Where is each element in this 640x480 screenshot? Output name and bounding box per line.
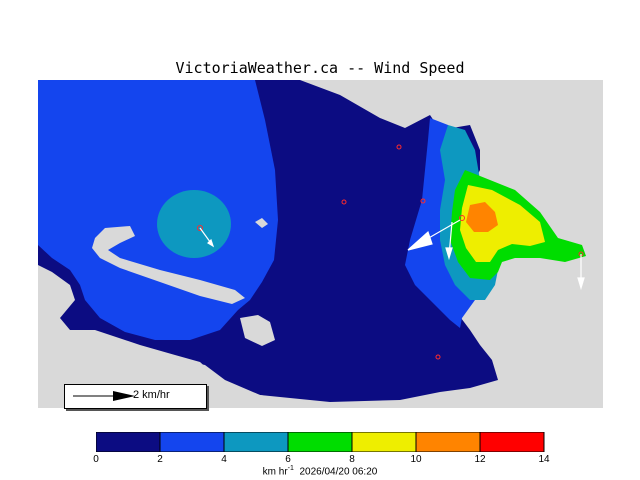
colorbar-segment	[96, 432, 161, 452]
wind-zone-2-4-west	[38, 80, 278, 340]
colorbar	[96, 432, 545, 452]
colorbar-tick: 10	[410, 454, 422, 465]
colorbar-segment	[415, 432, 481, 452]
land-south-point	[240, 315, 275, 346]
colorbar-tick: 14	[538, 454, 550, 465]
units-text: km hr	[262, 466, 288, 478]
colorbar-tick: 12	[474, 454, 486, 465]
timestamp: 2026/04/20 06:20	[299, 466, 378, 478]
colorbar-segment	[351, 432, 417, 452]
wind-vector-head	[577, 277, 585, 291]
wind-vectors	[199, 219, 585, 291]
station-marker	[459, 215, 465, 221]
reference-arrow-icon	[73, 391, 135, 401]
units-exponent: -1	[287, 465, 294, 472]
colorbar-tick: 4	[221, 454, 227, 465]
station-marker	[197, 225, 203, 231]
land-spit	[92, 226, 245, 304]
wind-reference-legend: 2 km/hr	[64, 384, 207, 409]
station-marker	[420, 198, 426, 204]
reference-label: 2 km/hr	[133, 389, 170, 401]
colorbar-segment	[223, 432, 289, 452]
station-marker	[341, 199, 347, 205]
colorbar-caption: km hr-1 2026/04/20 06:20	[0, 465, 640, 477]
station-marker	[396, 144, 402, 150]
colorbar-tick: 8	[349, 454, 355, 465]
wind-speed-map	[38, 80, 603, 408]
colorbar-segment	[287, 432, 353, 452]
map-title: VictoriaWeather.ca -- Wind Speed	[175, 59, 465, 77]
colorbar-tick: 0	[93, 454, 99, 465]
colorbar-segment	[159, 432, 225, 452]
colorbar-tick: 2	[157, 454, 163, 465]
wind-zone-10-12	[466, 202, 498, 232]
wind-vector-head	[445, 247, 453, 261]
wind-zone-4-6-west	[157, 190, 231, 258]
land-island	[255, 218, 268, 228]
station-markers	[197, 144, 584, 360]
wind-vector-head	[407, 230, 433, 251]
wind-vector-head	[207, 238, 215, 248]
station-marker	[435, 354, 441, 360]
colorbar-tick: 6	[285, 454, 291, 465]
colorbar-segment	[479, 432, 545, 452]
